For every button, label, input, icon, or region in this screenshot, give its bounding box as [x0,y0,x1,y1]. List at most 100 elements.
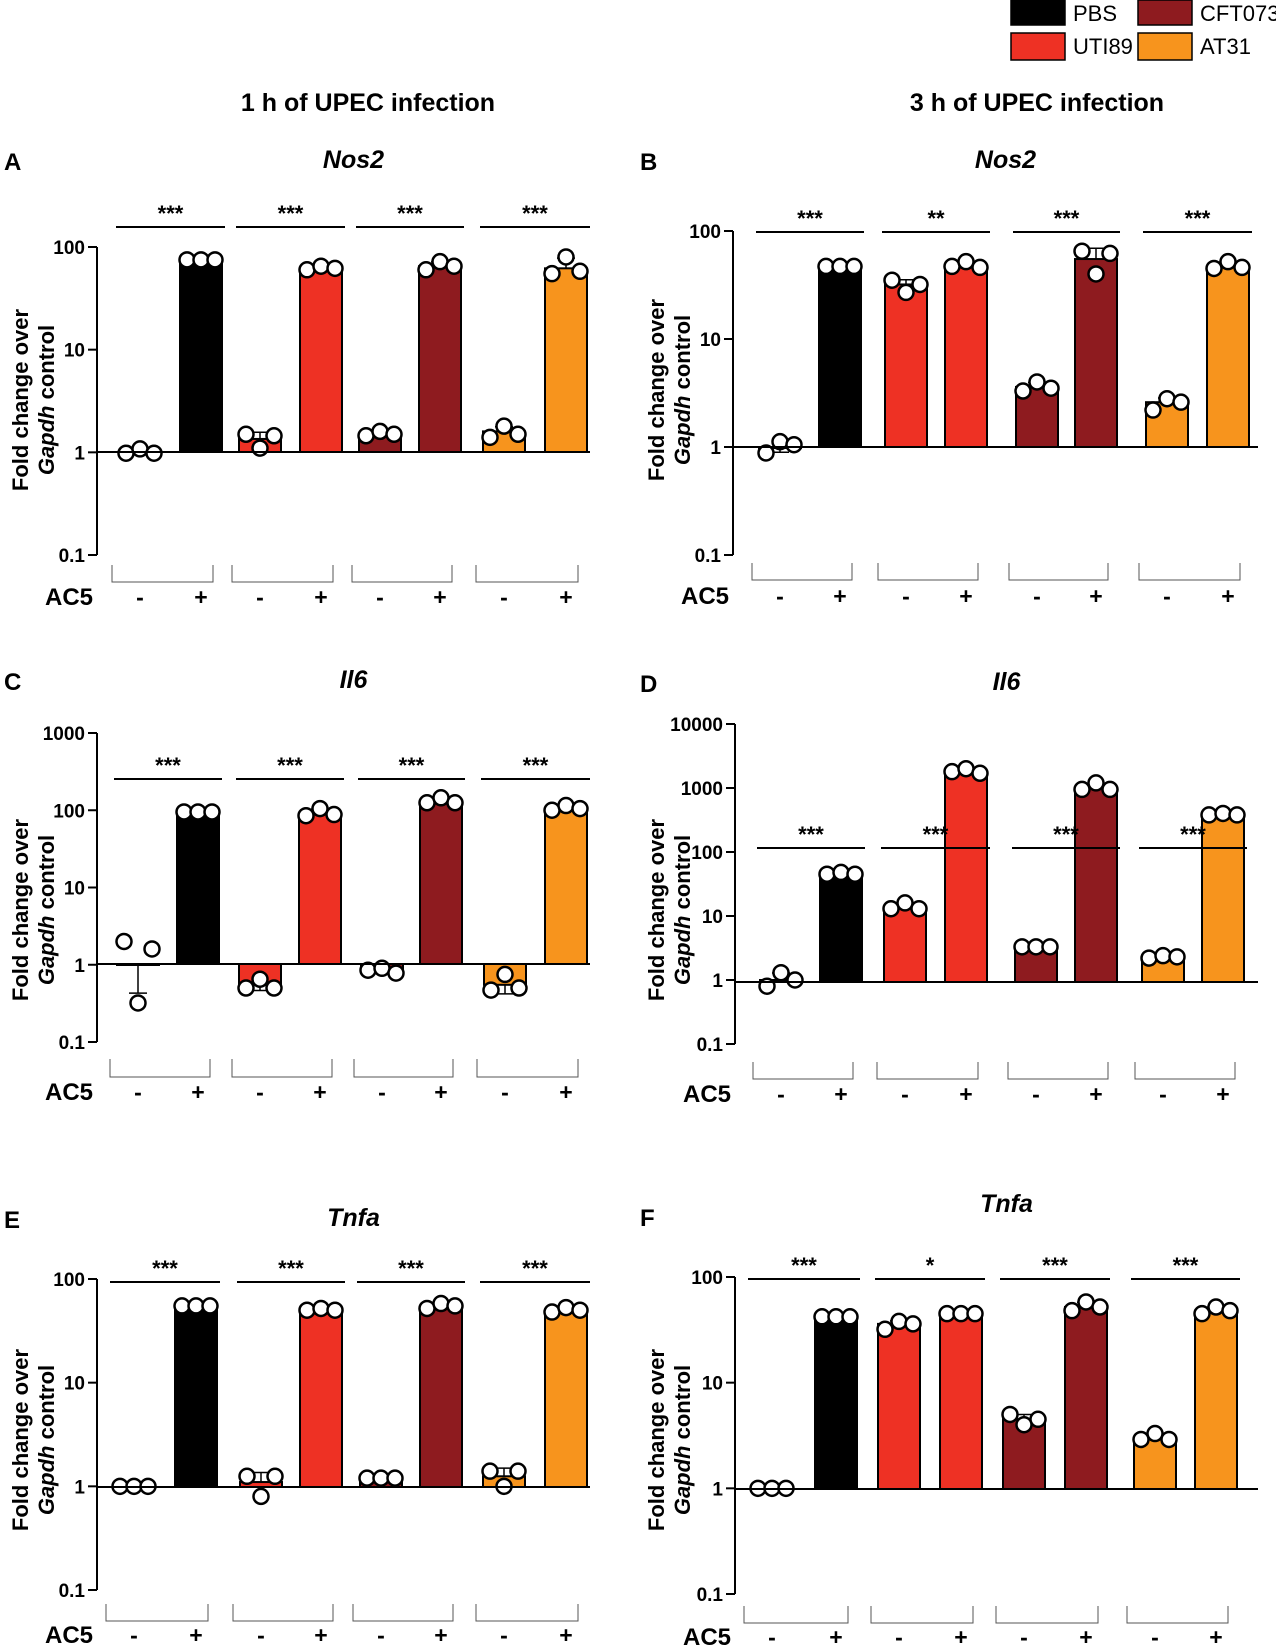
y-tick-label: 0.1 [59,546,86,567]
at31-plus-data-point [571,799,589,818]
pbs-minus-data-point [143,940,161,958]
y-axis-label-line2: Gapdh control [670,835,695,985]
treatment-sign-minus: - [1151,1624,1159,1649]
treatment-sign-minus: - [1163,583,1171,609]
group-bracket [105,1604,209,1622]
at31-plus-data-point [543,801,561,819]
group-bracket [995,1606,1099,1624]
y-tick-label: 0.1 [697,1585,724,1606]
at31-plus-data-point [1205,259,1223,278]
group-bracket [1126,1606,1229,1624]
group-bracket [876,1062,979,1080]
at31-minus-data-point [1154,946,1172,965]
panel-title: Tnfa [980,1190,1033,1218]
at31-minus-data-point [1160,1430,1178,1449]
uti89-plus-data-point [971,764,989,783]
y-axis-label-line1: Fold change over [644,818,669,1001]
y-axis-label-line1: Fold change over [8,818,33,1001]
at31-plus-data-point [1221,1301,1239,1320]
pbs-minus-data-point [117,444,135,462]
uti89-plus-data-point [312,1299,330,1318]
pbs-minus-data-point [772,963,790,982]
pbs-minus-data-point [145,444,163,462]
group-bracket [1007,1062,1109,1080]
legend-swatch-uti89 [1010,32,1066,61]
cft073-plus-data-point [1101,780,1119,799]
significance-label: *** [522,201,548,226]
y-axis-label-gene: Gapdh [34,916,59,986]
treatment-label: AC5 [683,1081,731,1108]
y-axis-label-suffix: control [670,1365,695,1446]
treatment-sign-plus: + [1089,583,1102,609]
y-tick-label: 100 [53,1270,85,1291]
cft073-plus-bar [1074,787,1118,983]
treatment-sign-plus: + [433,584,446,610]
treatment-label: AC5 [45,1079,93,1106]
treatment-sign-plus: + [1221,583,1234,609]
at31-plus-data-point [543,264,561,283]
uti89-minus-data-point [911,275,929,294]
pbs-plus-bar [814,1315,858,1490]
treatment-label: AC5 [45,584,93,611]
at31-plus-bar [544,1309,588,1489]
y-axis-label: Fold change overGapdh control [644,298,695,481]
pbs-plus-bar [174,1304,218,1489]
treatment-sign-minus: - [777,1081,785,1107]
at31-plus-data-point [557,796,575,815]
treatment-sign-plus: + [1216,1081,1229,1107]
at31-minus-data-point [482,981,500,999]
panel-a: A Nos2 Fold change overGapdh control 0.1 1 10… [4,146,590,611]
group-bracket [231,1059,333,1078]
pbs-plus-data-point [841,1308,859,1326]
y-axis-label-line2: Gapdh control [34,325,59,475]
treatment-sign-minus: - [256,584,264,610]
treatment-sign-plus: + [559,584,572,610]
uti89-plus-bar [298,812,342,966]
significance-label: *** [523,753,549,778]
cft073-plus-data-point [418,794,436,812]
significance-label: * [926,1253,935,1278]
treatment-sign-plus: + [314,1622,327,1648]
cft073-minus-data-point [1001,1405,1019,1424]
y-axis-label-line1: Fold change over [644,1348,669,1531]
cft073-minus-data-point [1014,382,1032,400]
uti89-minus-data-point [882,899,900,918]
at31-minus-data-point [1146,1424,1164,1443]
y-tick-label: 1 [74,443,85,464]
cft073-plus-data-point [446,794,464,812]
group-bracket [111,565,214,583]
significance-label: *** [278,201,304,226]
treatment-sign-minus: - [776,583,784,609]
y-axis-label-gene: Gapdh [34,1446,59,1516]
pbs-plus-data-point [845,257,863,276]
treatment-sign-plus: + [434,1079,447,1105]
panel-letter: A [4,149,21,176]
y-tick-label: 1 [710,438,721,459]
uti89-plus-data-point [297,806,315,825]
treatment-sign-plus: + [1079,1624,1092,1649]
treatment-sign-minus: - [1032,1081,1040,1107]
cft073-minus-data-point [371,422,389,441]
cft073-plus-bar [419,800,463,965]
y-tick-label: 10 [64,1374,85,1395]
at31-minus-data-point [510,979,528,997]
group-bracket [231,565,334,583]
uti89-minus-bar [884,283,928,449]
panel-title: Il6 [993,668,1022,696]
significance-label: *** [399,753,425,778]
treatment-sign-minus: - [501,1079,509,1105]
at31-minus-data-point [481,1462,499,1480]
group-bracket [877,563,979,581]
treatment-sign-minus: - [902,583,910,609]
pbs-minus-data-point [131,440,149,458]
cft073-minus-data-point [385,425,403,444]
group-bracket [475,565,579,583]
significance-label: *** [1185,206,1211,231]
treatment-sign-minus: - [257,1622,265,1648]
cft073-plus-bar [1064,1306,1108,1491]
significance-label: *** [798,822,824,847]
at31-plus-bar [544,807,588,965]
cft073-plus-data-point [446,1297,464,1315]
cft073-plus-data-point [1077,1293,1095,1311]
treatment-sign-plus: + [559,1622,572,1648]
